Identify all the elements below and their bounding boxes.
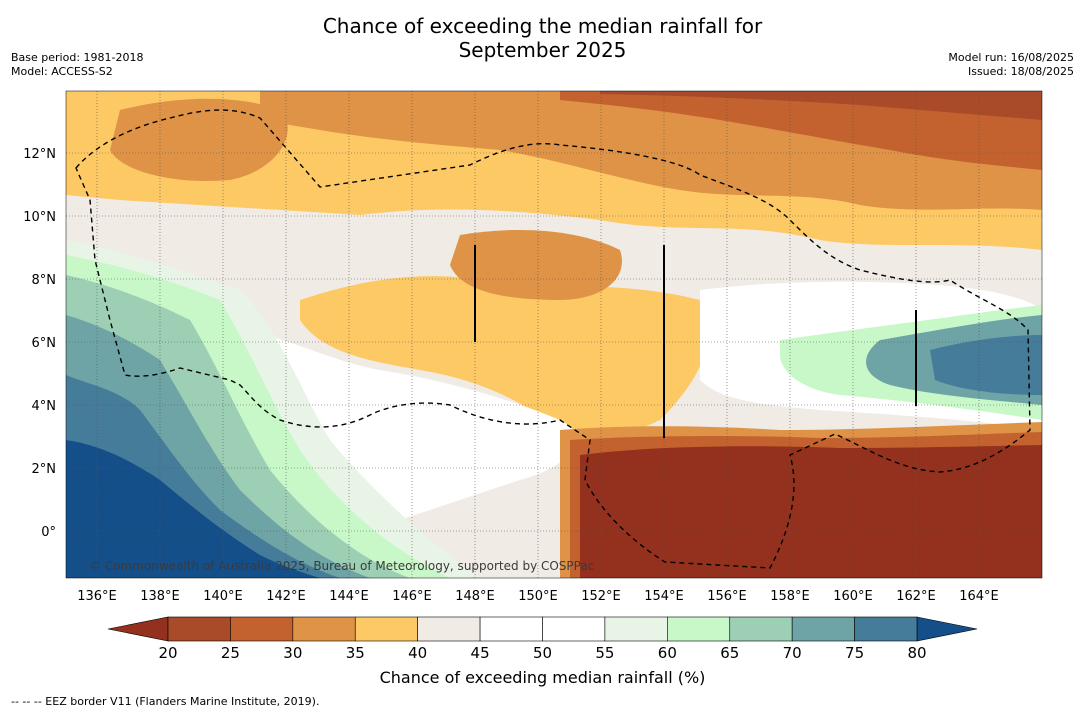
longitude-labels: 136°E 138°E 140°E 142°E 144°E 146°E 148°… bbox=[77, 589, 999, 604]
zone-25-30 bbox=[560, 91, 1042, 170]
lat-label: 6°N bbox=[32, 336, 57, 351]
colorbar-segment bbox=[167, 616, 231, 642]
lon-label: 142°E bbox=[266, 589, 306, 604]
title-line-2: September 2025 bbox=[458, 38, 627, 62]
lon-label: 152°E bbox=[581, 589, 621, 604]
lon-label: 158°E bbox=[770, 589, 810, 604]
lon-label: 148°E bbox=[455, 589, 495, 604]
map-title: Chance of exceeding the median rainfall … bbox=[0, 14, 1085, 62]
colorbar-segment bbox=[854, 616, 918, 642]
zone-30-35-central bbox=[450, 230, 622, 300]
lat-label: 12°N bbox=[23, 147, 56, 162]
colorbar-label: Chance of exceeding median rainfall (%) bbox=[379, 668, 706, 687]
map-frame bbox=[65, 90, 1043, 579]
colorbar-tick-label: 65 bbox=[720, 644, 739, 662]
colorbar-under-arrow bbox=[107, 616, 169, 642]
colorbar-segment bbox=[354, 616, 418, 642]
colorbar-segment bbox=[542, 616, 606, 642]
lon-label: 160°E bbox=[833, 589, 873, 604]
colorbar-over-arrow bbox=[916, 616, 978, 642]
zone-20-25-north bbox=[600, 91, 1042, 120]
colorbar-segments bbox=[167, 616, 918, 642]
lon-label: 156°E bbox=[707, 589, 747, 604]
lon-label: 164°E bbox=[959, 589, 999, 604]
lon-label: 138°E bbox=[140, 589, 180, 604]
colorbar-segment bbox=[667, 616, 731, 642]
lat-label: 8°N bbox=[32, 273, 57, 288]
copyright-notice: © Commonwealth of Australia 2025, Bureau… bbox=[89, 559, 594, 573]
eez-footnote: -- -- -- EEZ border V11 (Flanders Marine… bbox=[11, 695, 320, 708]
lon-label: 136°E bbox=[77, 589, 117, 604]
colorbar-segment bbox=[417, 616, 481, 642]
colorbar-segment bbox=[729, 616, 793, 642]
lon-label: 150°E bbox=[518, 589, 558, 604]
colorbar-segment bbox=[791, 616, 855, 642]
colorbar-tick-label: 55 bbox=[595, 644, 614, 662]
zone-35-40-central bbox=[300, 276, 708, 437]
colorbar-segment bbox=[604, 616, 668, 642]
model-info: Base period: 1981-2018 Model: ACCESS-S2 bbox=[11, 51, 143, 79]
colorbar-tick-label: 50 bbox=[533, 644, 552, 662]
colorbar-segment bbox=[479, 616, 543, 642]
latitude-labels: 12°N 10°N 8°N 6°N 4°N 2°N 0° bbox=[23, 147, 56, 540]
lat-label: 10°N bbox=[23, 210, 56, 225]
map-field: © Commonwealth of Australia 2025, Bureau… bbox=[66, 91, 1042, 578]
colorbar-tick-label: 20 bbox=[158, 644, 177, 662]
lon-label: 146°E bbox=[392, 589, 432, 604]
lon-label: 154°E bbox=[644, 589, 684, 604]
colorbar-ticks: 20 25 30 35 40 45 50 55 60 65 70 75 80 bbox=[158, 644, 926, 662]
colorbar-segment bbox=[230, 616, 294, 642]
lon-label: 140°E bbox=[203, 589, 243, 604]
title-line-1: Chance of exceeding the median rainfall … bbox=[322, 14, 763, 38]
zone-30-35-west bbox=[110, 98, 288, 181]
zone-75-80-east bbox=[930, 335, 1042, 395]
colorbar-tick-label: 75 bbox=[845, 644, 864, 662]
base-period: Base period: 1981-2018 bbox=[11, 51, 144, 64]
colorbar-tick-label: 70 bbox=[783, 644, 802, 662]
lat-label: 2°N bbox=[32, 462, 57, 477]
colorbar-tick-label: 45 bbox=[471, 644, 490, 662]
lat-label: 0° bbox=[41, 525, 56, 540]
model-run-date: Model run: 16/08/2025 bbox=[948, 51, 1074, 64]
colorbar-tick-label: 30 bbox=[283, 644, 302, 662]
graticule bbox=[66, 91, 1042, 578]
zone-below-20-south bbox=[580, 445, 1042, 578]
boundary-lines bbox=[474, 245, 917, 438]
model-name: Model: ACCESS-S2 bbox=[11, 65, 113, 78]
colorbar-tick-label: 80 bbox=[907, 644, 926, 662]
eez-borders bbox=[75, 109, 1031, 569]
zone-above-80-west bbox=[66, 440, 320, 578]
colorbar-segment bbox=[292, 616, 356, 642]
issued-date: Issued: 18/08/2025 bbox=[967, 65, 1074, 78]
run-info: Model run: 16/08/2025 Issued: 18/08/2025 bbox=[948, 51, 1074, 79]
colorbar-tick-label: 40 bbox=[408, 644, 427, 662]
colorbar: 20 25 30 35 40 45 50 55 60 65 70 75 80 bbox=[107, 616, 978, 662]
colorbar-tick-label: 60 bbox=[658, 644, 677, 662]
colorbar-tick-label: 35 bbox=[346, 644, 365, 662]
lon-label: 162°E bbox=[896, 589, 936, 604]
lon-label: 144°E bbox=[329, 589, 369, 604]
colorbar-tick-label: 25 bbox=[221, 644, 240, 662]
lat-label: 4°N bbox=[32, 399, 57, 414]
